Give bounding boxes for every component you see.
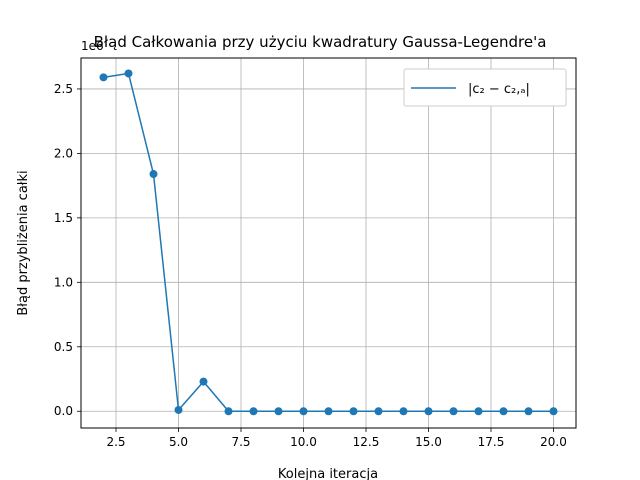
data-point: [524, 407, 533, 416]
data-point: [374, 407, 383, 416]
x-axis-ticks: 2.5 5.0 7.5 10.0 12.5 15.0 17.5 20.0: [106, 428, 567, 449]
data-point: [224, 407, 233, 416]
data-point: [324, 407, 333, 416]
x-tick-label: 15.0: [415, 435, 442, 449]
data-point: [249, 407, 258, 416]
data-point: [449, 407, 458, 416]
plot-frame: [80, 57, 577, 429]
data-point: [199, 377, 208, 386]
x-tick-label: 5.0: [169, 435, 188, 449]
data-point: [174, 405, 183, 414]
data-point: [424, 407, 433, 416]
x-tick-label: 2.5: [106, 435, 125, 449]
grid: [81, 58, 576, 428]
x-tick-label: 20.0: [540, 435, 567, 449]
x-axis-label: Kolejna iteracja: [278, 467, 378, 480]
data-point: [99, 73, 108, 82]
legend-label: |c₂ − c₂,ₐ|: [468, 82, 530, 97]
legend: |c₂ − c₂,ₐ|: [403, 68, 567, 107]
x-tick-label: 12.5: [353, 435, 380, 449]
x-tick-label: 7.5: [231, 435, 250, 449]
y-axis-ticks: 0.0 0.5 1.0 1.5 2.0 2.5: [54, 82, 81, 418]
data-point: [149, 170, 158, 179]
data-point: [349, 407, 358, 416]
data-point: [274, 407, 283, 416]
data-point: [299, 407, 308, 416]
y-offset-text: 1e6: [81, 39, 104, 53]
y-axis-label: Błąd przybliżenia całki: [16, 170, 31, 315]
x-tick-label: 10.0: [290, 435, 317, 449]
data-point: [474, 407, 483, 416]
y-tick-label: 2.0: [54, 146, 73, 160]
x-tick-label: 17.5: [478, 435, 505, 449]
legend-box: [403, 68, 567, 107]
data-point: [124, 69, 133, 78]
y-tick-label: 1.5: [54, 211, 73, 225]
y-tick-label: 0.5: [54, 340, 73, 354]
series-layer: [99, 69, 558, 416]
y-tick-label: 0.0: [54, 404, 73, 418]
y-tick-label: 2.5: [54, 82, 73, 96]
y-tick-label: 1.0: [54, 275, 73, 289]
data-point: [549, 407, 558, 416]
chart-title: Błąd Całkowania przy użyciu kwadratury G…: [94, 33, 547, 51]
data-point: [499, 407, 508, 416]
data-point: [399, 407, 408, 416]
